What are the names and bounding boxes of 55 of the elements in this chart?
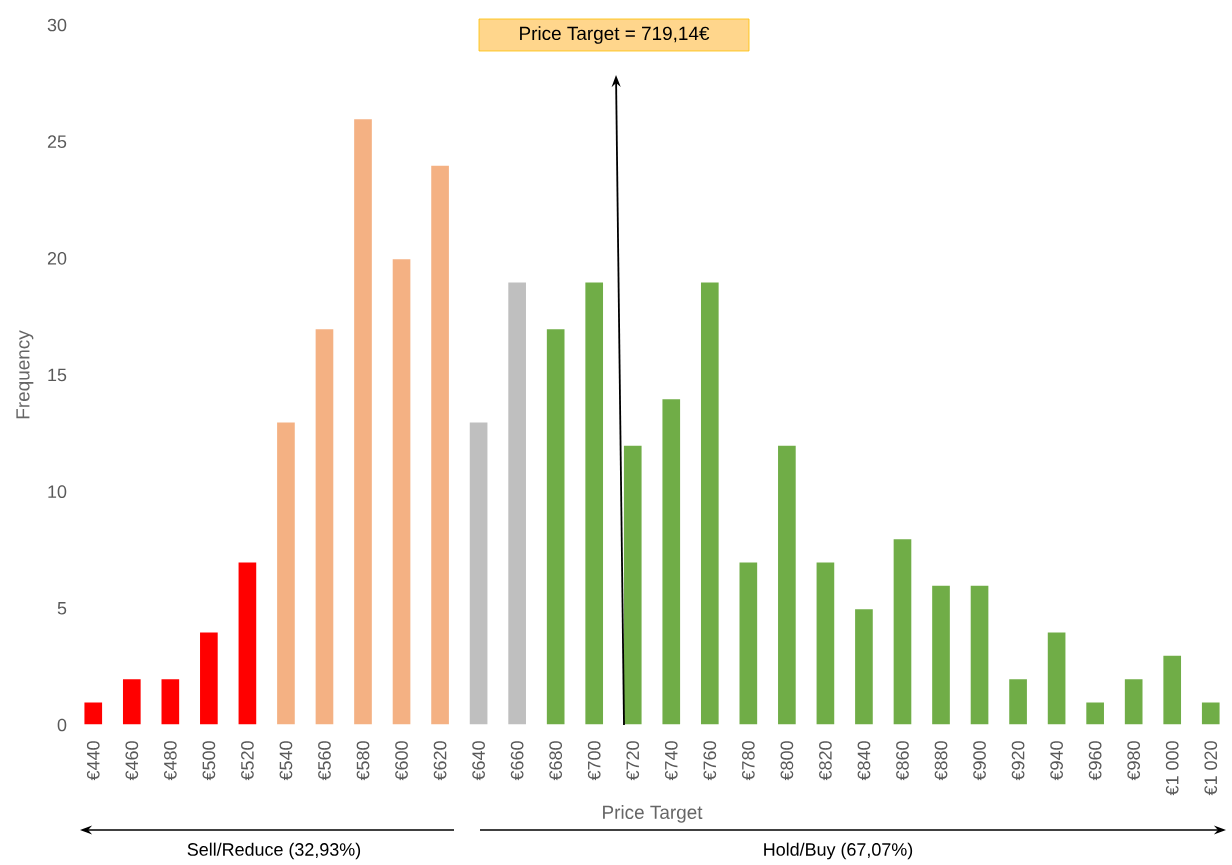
bar <box>1200 700 1222 725</box>
y-tick-label: 0 <box>57 718 67 732</box>
bar <box>198 630 220 725</box>
x-tick-label: €680 <box>549 741 563 781</box>
bar <box>468 420 490 725</box>
x-tick-label: €620 <box>433 741 447 781</box>
bar <box>814 560 836 725</box>
y-axis-title: Frequency <box>16 330 34 419</box>
x-tick-label: €880 <box>934 741 948 781</box>
x-tick-label: €500 <box>202 741 216 781</box>
x-tick-label: €1 020 <box>1204 741 1218 796</box>
x-tick-label: €740 <box>664 741 678 781</box>
annotation: Price Target = 719,14€ <box>520 26 710 44</box>
x-tick-label: €780 <box>741 741 755 781</box>
x-tick-label: €700 <box>587 741 601 781</box>
text: Hold/Buy (67,07%) <box>764 842 913 860</box>
x-tick-label: €1 000 <box>1165 741 1179 796</box>
x-tick-label: €640 <box>472 741 485 781</box>
bar <box>622 444 644 725</box>
text: Sell/Reduce (32,93%) <box>187 842 361 860</box>
x-tick-label: €900 <box>973 741 986 781</box>
bar <box>1046 630 1068 725</box>
x-tick-label: €580 <box>356 741 370 781</box>
bar <box>1084 700 1106 725</box>
x-tick-label: €860 <box>896 741 909 781</box>
y-tick-label: 20 <box>47 251 67 265</box>
bar <box>969 584 990 725</box>
bar <box>506 280 528 725</box>
x-tick-label: €460 <box>125 741 139 781</box>
x-tick-label: €600 <box>395 741 408 781</box>
bar <box>930 584 952 725</box>
x-tick-label: €480 <box>163 741 177 781</box>
x-tick-label: €980 <box>1127 741 1141 781</box>
bar <box>82 700 104 725</box>
x-tick-label: €840 <box>857 741 871 781</box>
x-tick-label: €800 <box>780 741 794 781</box>
y-tick-label: 5 <box>57 602 67 615</box>
y-tick-label: 15 <box>48 368 67 382</box>
y-tick-label: 25 <box>47 135 67 149</box>
x-tick-label: €720 <box>626 741 640 781</box>
bar <box>776 444 798 725</box>
x-tick-label: €940 <box>1050 741 1063 781</box>
y-tick-label: 10 <box>48 485 67 499</box>
x-tick-label: €520 <box>241 741 254 781</box>
x-tick-label: €440 <box>86 741 100 781</box>
x-tick-label: €540 <box>279 741 293 781</box>
x-tick-label: €560 <box>318 741 331 781</box>
x-axis-title: Price Target <box>603 805 703 823</box>
x-tick-label: €820 <box>819 741 832 781</box>
x-tick-label: €760 <box>703 741 717 781</box>
x-tick-label: €920 <box>1011 741 1025 781</box>
y-tick-label: 30 <box>47 18 67 32</box>
x-tick-label: €660 <box>510 741 524 781</box>
bar <box>236 560 258 725</box>
x-tick-label: €960 <box>1088 741 1102 781</box>
